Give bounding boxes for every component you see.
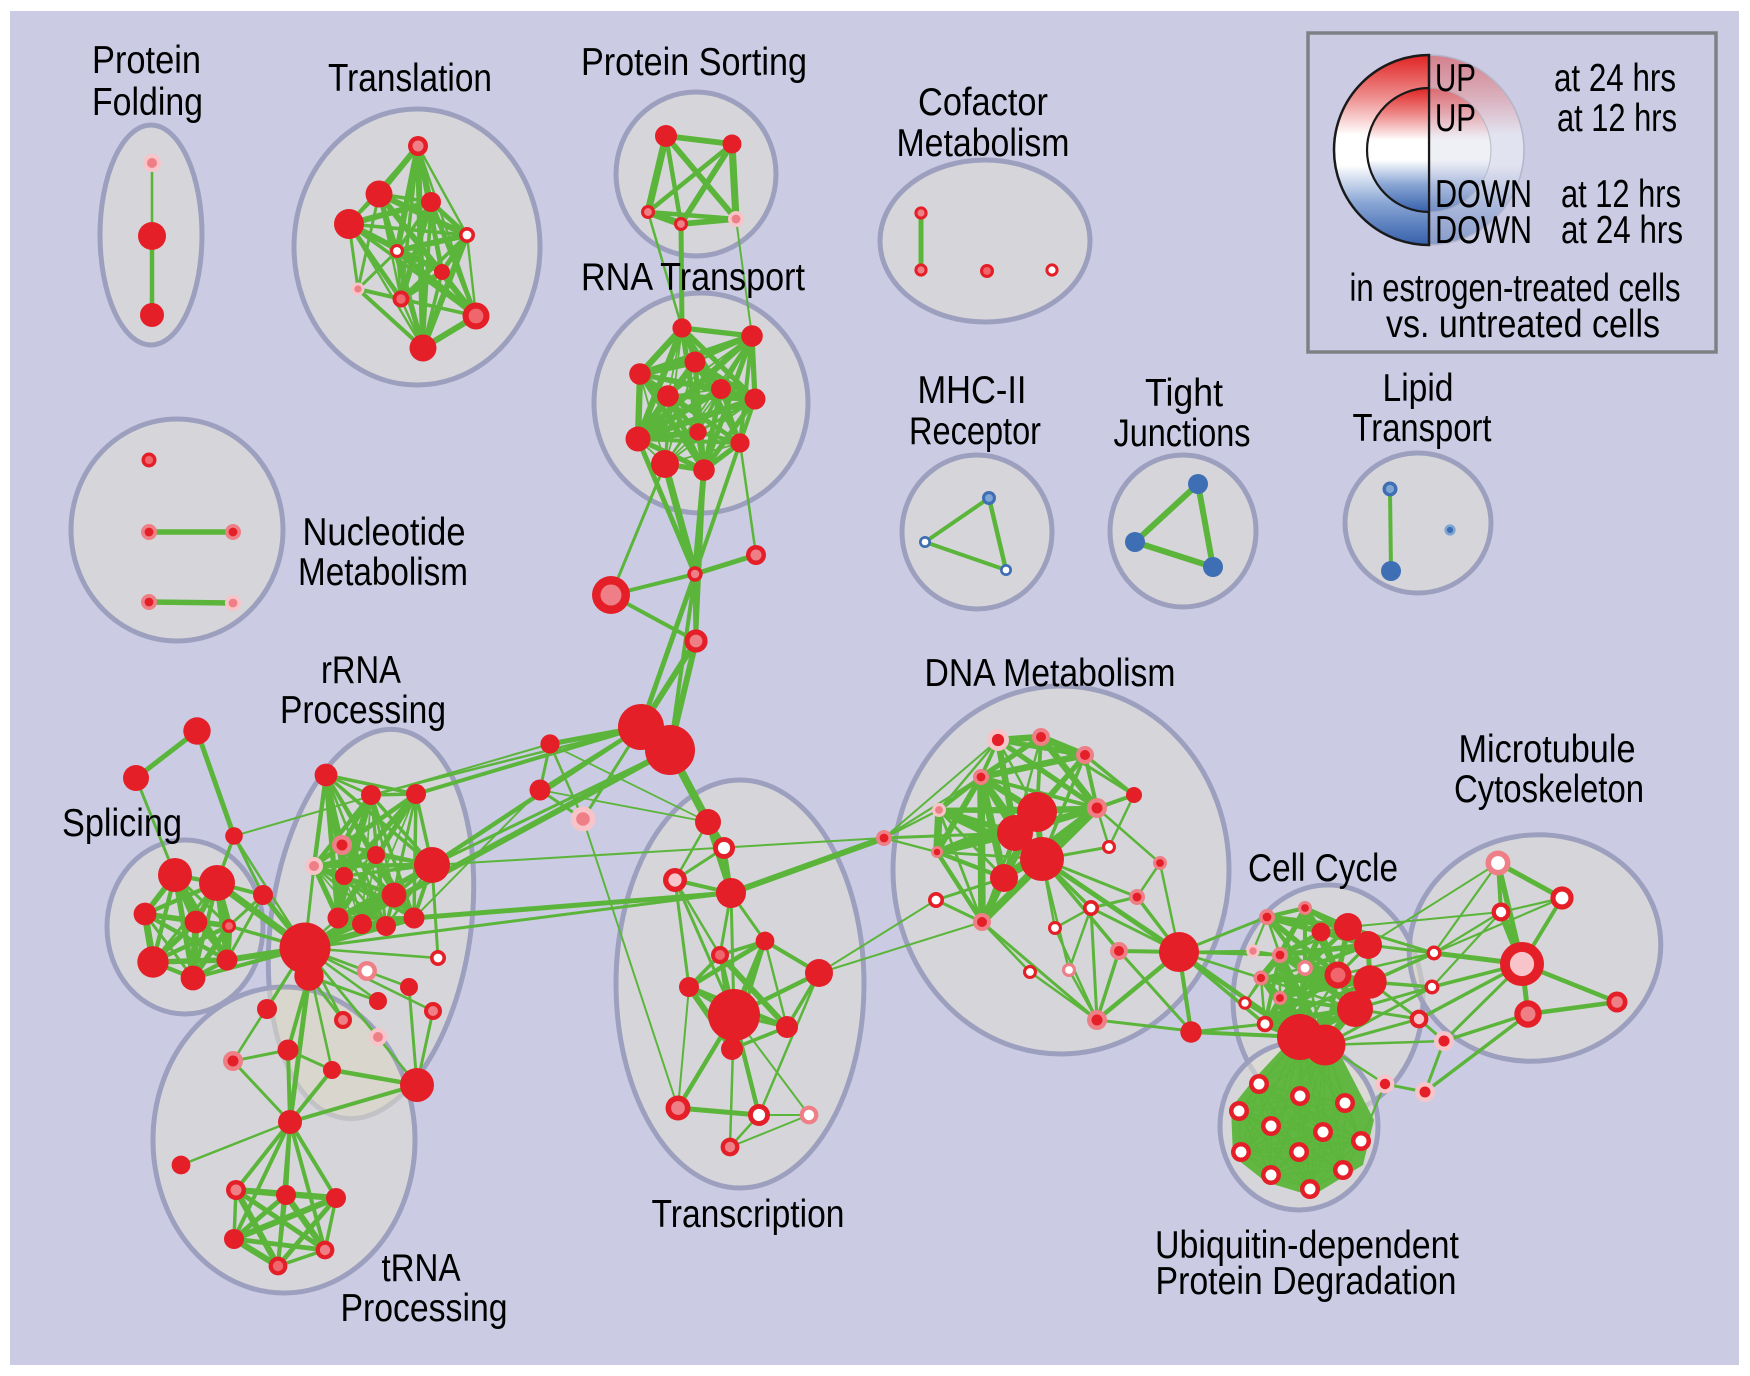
svg-text:Cofactor: Cofactor — [918, 81, 1048, 124]
svg-text:Cell Cycle: Cell Cycle — [1248, 847, 1398, 890]
svg-text:Processing: Processing — [280, 689, 446, 732]
svg-text:Junctions: Junctions — [1114, 412, 1251, 455]
svg-text:Folding: Folding — [92, 81, 203, 124]
svg-text:Metabolism: Metabolism — [298, 551, 468, 594]
svg-text:Lipid: Lipid — [1383, 367, 1454, 410]
svg-text:at 24 hrs: at 24 hrs — [1554, 57, 1676, 100]
svg-text:DOWN: DOWN — [1435, 173, 1532, 216]
svg-text:Ubiquitin-dependent: Ubiquitin-dependent — [1155, 1224, 1459, 1267]
svg-text:UP: UP — [1435, 57, 1476, 100]
svg-text:vs. untreated cells: vs. untreated cells — [1386, 303, 1660, 346]
svg-text:Tight: Tight — [1145, 372, 1223, 415]
svg-text:at 12 hrs: at 12 hrs — [1561, 173, 1681, 216]
svg-text:Processing: Processing — [341, 1287, 508, 1330]
svg-text:UP: UP — [1435, 97, 1476, 140]
svg-text:Protein Degradation: Protein Degradation — [1156, 1260, 1457, 1303]
svg-text:Microtubule: Microtubule — [1459, 728, 1636, 771]
svg-text:Metabolism: Metabolism — [897, 122, 1070, 165]
svg-text:Splicing: Splicing — [62, 802, 182, 845]
svg-text:Transcription: Transcription — [652, 1193, 845, 1236]
svg-text:DOWN: DOWN — [1435, 209, 1532, 252]
svg-text:in estrogen-treated cells: in estrogen-treated cells — [1350, 267, 1681, 310]
svg-text:at 12 hrs: at 12 hrs — [1557, 97, 1677, 140]
svg-text:Nucleotide: Nucleotide — [303, 511, 466, 554]
svg-text:Transport: Transport — [1353, 407, 1492, 450]
svg-text:Cytoskeleton: Cytoskeleton — [1454, 768, 1644, 811]
svg-text:RNA Transport: RNA Transport — [581, 256, 805, 299]
svg-text:Translation: Translation — [328, 57, 492, 100]
svg-text:Receptor: Receptor — [909, 410, 1041, 453]
svg-text:Protein: Protein — [92, 39, 201, 82]
svg-text:at 24 hrs: at 24 hrs — [1561, 209, 1683, 252]
svg-text:Protein Sorting: Protein Sorting — [581, 41, 807, 84]
svg-text:MHC-II: MHC-II — [918, 369, 1027, 412]
svg-text:DNA Metabolism: DNA Metabolism — [925, 652, 1176, 695]
svg-text:tRNA: tRNA — [382, 1247, 461, 1290]
svg-text:rRNA: rRNA — [321, 649, 401, 692]
